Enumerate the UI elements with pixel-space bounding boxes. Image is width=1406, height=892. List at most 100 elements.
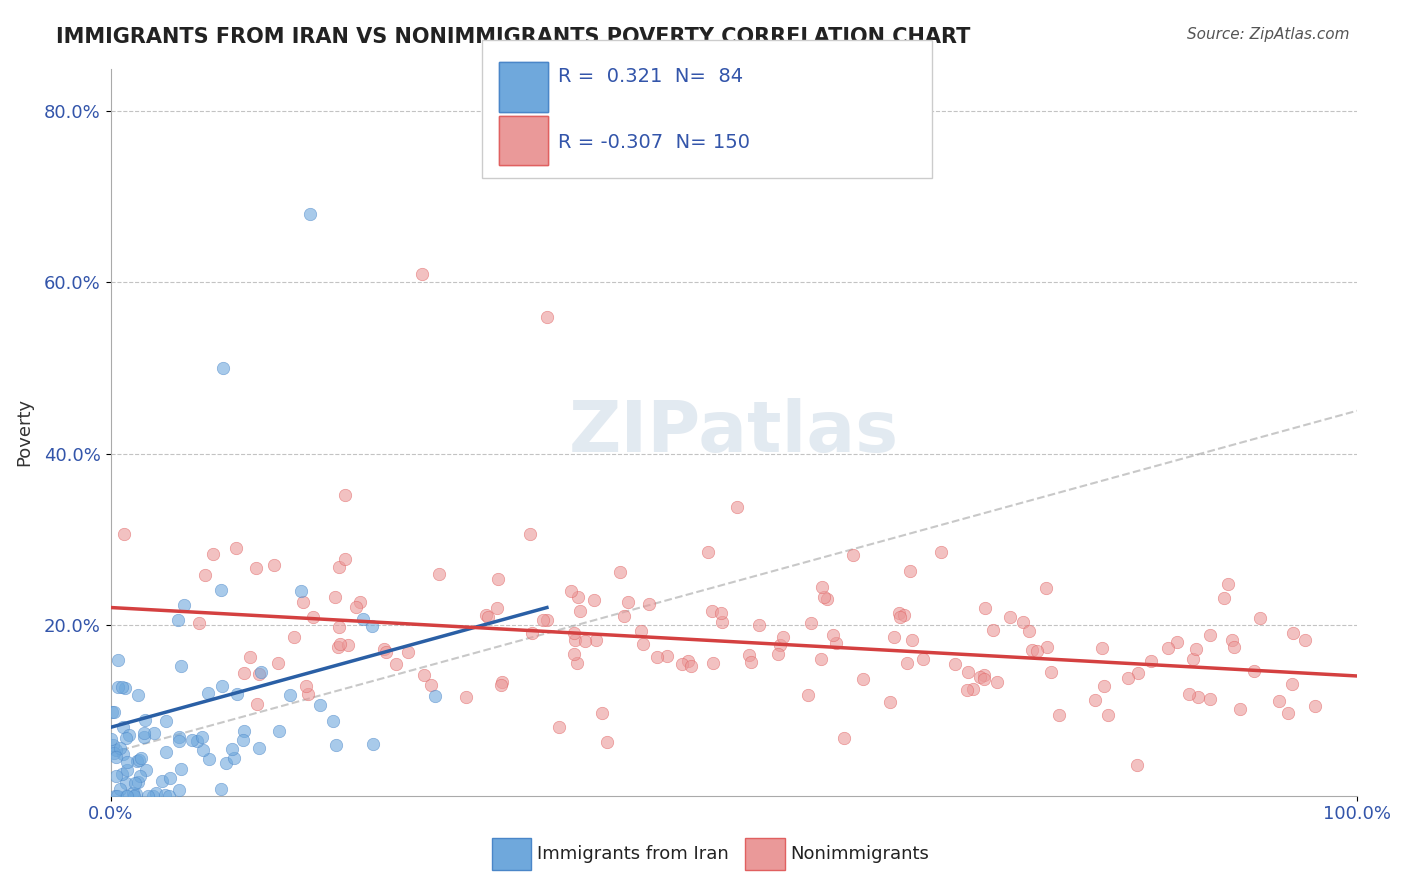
Point	[127, 688, 149, 702]
Point	[239, 650, 262, 665]
Point	[115, 755, 138, 769]
Point	[166, 614, 188, 628]
Point	[1047, 708, 1070, 723]
Point	[112, 720, 135, 734]
Point	[129, 751, 152, 765]
Point	[411, 267, 433, 281]
Point	[155, 746, 177, 760]
Point	[1083, 692, 1105, 706]
Point	[309, 698, 332, 713]
Point	[671, 657, 693, 671]
Point	[103, 747, 125, 761]
Point	[536, 613, 558, 627]
Point	[477, 610, 499, 624]
Point	[247, 740, 270, 755]
Point	[519, 526, 541, 541]
Point	[124, 789, 146, 803]
Point	[245, 560, 267, 574]
Point	[617, 595, 640, 609]
Point	[832, 731, 855, 745]
Point	[325, 739, 347, 753]
Point	[112, 747, 135, 761]
Point	[232, 732, 254, 747]
Point	[396, 645, 419, 659]
Point	[283, 630, 305, 644]
Point	[127, 775, 149, 789]
Point	[1303, 698, 1326, 713]
Point	[548, 720, 571, 734]
Point	[117, 789, 139, 803]
Point	[100, 731, 122, 746]
Point	[562, 625, 585, 640]
Point	[292, 595, 315, 609]
Point	[1212, 591, 1234, 606]
Point	[1281, 677, 1303, 691]
Point	[111, 680, 134, 694]
Point	[107, 680, 129, 694]
Point	[564, 632, 586, 647]
Point	[585, 633, 607, 648]
Point	[574, 634, 596, 648]
Point	[901, 633, 924, 648]
Point	[491, 675, 513, 690]
Point	[117, 763, 139, 777]
Point	[536, 310, 558, 324]
Point	[269, 724, 291, 739]
Point	[748, 618, 770, 632]
Point	[486, 572, 509, 586]
Point	[246, 697, 269, 711]
Point	[633, 637, 655, 651]
Point	[328, 640, 350, 655]
Point	[638, 597, 661, 611]
Point	[740, 655, 762, 669]
Point	[1126, 666, 1149, 681]
Point	[1140, 654, 1163, 668]
Point	[115, 776, 138, 790]
Point	[267, 656, 290, 670]
Point	[233, 665, 256, 680]
Point	[250, 665, 273, 679]
Point	[352, 612, 374, 626]
Point	[110, 782, 132, 797]
Point	[825, 636, 848, 650]
Point	[224, 751, 246, 765]
Point	[815, 592, 838, 607]
Point	[889, 610, 911, 624]
Point	[209, 781, 232, 796]
Y-axis label: Poverty: Poverty	[15, 398, 32, 467]
Point	[167, 783, 190, 797]
Point	[336, 639, 359, 653]
Point	[962, 682, 984, 697]
Point	[328, 620, 350, 634]
Point	[361, 619, 384, 633]
Point	[766, 647, 789, 661]
Point	[711, 615, 734, 629]
Point	[191, 731, 214, 745]
Point	[170, 659, 193, 673]
Point	[1097, 708, 1119, 723]
Point	[323, 590, 346, 604]
Point	[1277, 706, 1299, 720]
Point	[322, 714, 344, 728]
Point	[811, 580, 834, 594]
Point	[107, 653, 129, 667]
Point	[769, 638, 792, 652]
Point	[700, 604, 723, 618]
Point	[105, 769, 128, 783]
Point	[333, 488, 356, 502]
Point	[851, 672, 873, 686]
Point	[111, 766, 134, 780]
Text: Immigrants from Iran: Immigrants from Iran	[537, 845, 728, 863]
Point	[194, 568, 217, 582]
Point	[135, 763, 157, 777]
Point	[981, 623, 1004, 637]
Point	[893, 607, 915, 622]
Point	[333, 551, 356, 566]
Point	[1036, 640, 1059, 654]
Point	[1181, 652, 1204, 666]
Point	[101, 705, 124, 719]
Point	[328, 560, 350, 574]
Point	[676, 654, 699, 668]
Point	[201, 547, 224, 561]
Point	[879, 695, 901, 709]
